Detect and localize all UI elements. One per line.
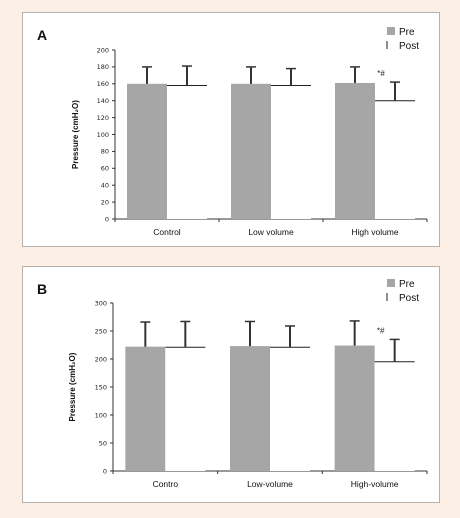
chart-a-y-axis-title: Pressure (cmH₂O)	[71, 100, 80, 169]
chart-a-panel-label: A	[37, 27, 47, 43]
chart-a-bar-pre-1	[231, 83, 271, 219]
chart-b-legend-swatch-post	[387, 293, 395, 301]
chart-b-bar-pre-0	[125, 346, 166, 471]
chart-a-category-label-0: Control	[153, 227, 181, 237]
chart-b-panel-label: B	[37, 281, 47, 297]
chart-b-y-tick-label-5: 250	[95, 327, 107, 335]
chart-a-y-tick-label-8: 160	[97, 80, 109, 88]
chart-b-category-label-0: Contro	[153, 479, 179, 489]
chart-a-annotation-0: *#	[377, 69, 385, 78]
chart-a-svg: A 0 20 40 60 80 100 120 140 160 180 200 Pressure (cm…	[37, 27, 428, 237]
chart-a-legend-label-post: Post	[399, 41, 419, 52]
chart-a-legend-swatch-pre	[387, 27, 395, 35]
chart-a-y-tick-label-1: 20	[101, 198, 109, 206]
chart-a-legend-swatch-post	[387, 41, 395, 49]
chart-b-category-label-1: Low-volume	[247, 479, 293, 489]
chart-b-y-tick-label-1: 50	[99, 439, 107, 447]
chart-b-bar-pre-2	[334, 345, 375, 471]
chart-b-y-tick-label-0: 0	[103, 467, 107, 475]
chart-a-y-tick-label-4: 80	[101, 148, 109, 156]
chart-b-y-tick-label-6: 300	[95, 299, 107, 307]
chart-a-bar-post-0	[167, 85, 207, 220]
chart-a-y-tick-label-5: 100	[97, 131, 109, 139]
chart-b-legend-label-pre: Pre	[399, 279, 415, 290]
chart-a-y-tick-label-7: 140	[97, 97, 109, 105]
chart-a-y-tick-label-2: 40	[101, 182, 109, 190]
chart-a-y-tick-label-6: 120	[97, 114, 109, 122]
chart-a-category-label-1: Low volume	[248, 227, 294, 237]
chart-b-bar-post-2	[374, 361, 415, 471]
chart-panel-b: B 0 50 100 150 200 250 300 Pressure (cmH₂O) Contr…	[22, 266, 440, 503]
chart-b-bar-pre-1	[230, 346, 270, 471]
chart-a-bar-post-1	[271, 85, 311, 220]
chart-b-legend-swatch-pre	[387, 279, 395, 287]
chart-a-legend-label-pre: Pre	[399, 27, 415, 38]
chart-b-y-tick-label-3: 150	[95, 383, 107, 391]
chart-a-bar-pre-0	[127, 83, 167, 219]
chart-b-y-axis-title: Pressure (cmH₂O)	[68, 352, 77, 421]
chart-b-y-tick-label-4: 200	[95, 355, 107, 363]
chart-a-y-tick-label-3: 60	[101, 165, 109, 173]
chart-b-legend-label-post: Post	[399, 293, 419, 304]
chart-b-bar-post-1	[270, 347, 310, 471]
chart-b-svg: B 0 50 100 150 200 250 300 Pressure (cmH₂O) Contr…	[37, 279, 428, 489]
chart-a-category-label-2: High volume	[351, 227, 399, 237]
chart-a-y-tick-label-0: 0	[105, 215, 109, 223]
chart-b-category-label-2: High-volume	[351, 479, 399, 489]
chart-b-bar-post-0	[165, 347, 206, 471]
chart-b-y-tick-label-2: 100	[95, 411, 107, 419]
chart-a-y-tick-label-10: 200	[97, 46, 109, 54]
chart-panel-a: A 0 20 40 60 80 100 120 140 160 180 200 Pressure (cm…	[22, 12, 440, 247]
chart-a-y-tick-label-9: 180	[97, 63, 109, 71]
chart-a-bar-post-2	[375, 100, 415, 219]
chart-b-annotation-0: *#	[377, 326, 385, 335]
chart-a-bar-pre-2	[335, 82, 375, 219]
